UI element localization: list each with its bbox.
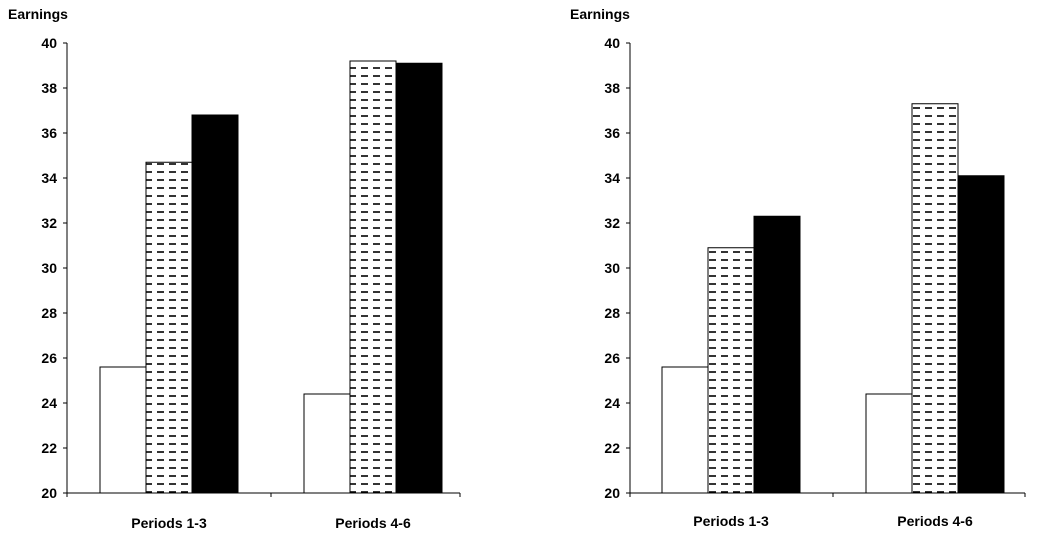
y-tick-label: 40 <box>604 35 620 51</box>
chart-2-bars <box>661 103 1005 494</box>
y-tick-label: 32 <box>41 215 57 231</box>
chart-2: Earnings 20 22 24 26 28 30 32 34 36 38 40 Periods … <box>570 6 1026 529</box>
chart-1-category-label: Periods 4-6 <box>335 515 411 531</box>
chart-2-ylabel: Earnings <box>570 6 630 22</box>
bar <box>191 114 239 494</box>
bar <box>957 175 1005 494</box>
y-tick-label: 28 <box>604 305 620 321</box>
y-tick-label: 28 <box>41 305 57 321</box>
y-tick-label: 26 <box>604 350 620 366</box>
bar <box>661 366 709 494</box>
bar <box>99 366 147 494</box>
bar <box>303 393 351 494</box>
y-tick-label: 36 <box>604 125 620 141</box>
chart-2-y-ticks: 20 22 24 26 28 30 32 34 36 38 40 <box>604 35 1026 501</box>
y-tick-label: 22 <box>604 440 620 456</box>
y-tick-label: 34 <box>41 170 57 186</box>
y-tick-label: 20 <box>41 485 57 501</box>
bar <box>707 247 755 494</box>
y-tick-label: 38 <box>604 80 620 96</box>
y-tick-label: 38 <box>41 80 57 96</box>
bar <box>753 215 801 494</box>
chart-1-bars <box>99 60 443 494</box>
y-tick-label: 32 <box>604 215 620 231</box>
chart-2-category-label: Periods 1-3 <box>693 513 769 529</box>
bar <box>145 161 193 494</box>
bar <box>911 103 959 494</box>
y-tick-label: 22 <box>41 440 57 456</box>
bar <box>395 62 443 494</box>
y-tick-label: 40 <box>41 35 57 51</box>
chart-1-y-ticks: 20 22 24 26 28 30 32 34 36 38 40 <box>41 35 461 501</box>
y-tick-label: 24 <box>41 395 57 411</box>
chart-1-category-label: Periods 1-3 <box>131 515 207 531</box>
bar <box>865 393 913 494</box>
chart-1: Earnings 20 22 24 26 28 30 32 34 36 38 40 Periods … <box>8 6 461 531</box>
y-tick-label: 30 <box>41 260 57 276</box>
y-tick-label: 34 <box>604 170 620 186</box>
y-tick-label: 30 <box>604 260 620 276</box>
y-tick-label: 36 <box>41 125 57 141</box>
chart-2-category-label: Periods 4-6 <box>897 513 973 529</box>
y-tick-label: 24 <box>604 395 620 411</box>
chart-1-ylabel: Earnings <box>8 6 68 22</box>
y-tick-label: 26 <box>41 350 57 366</box>
bar <box>349 60 397 494</box>
y-tick-label: 20 <box>604 485 620 501</box>
